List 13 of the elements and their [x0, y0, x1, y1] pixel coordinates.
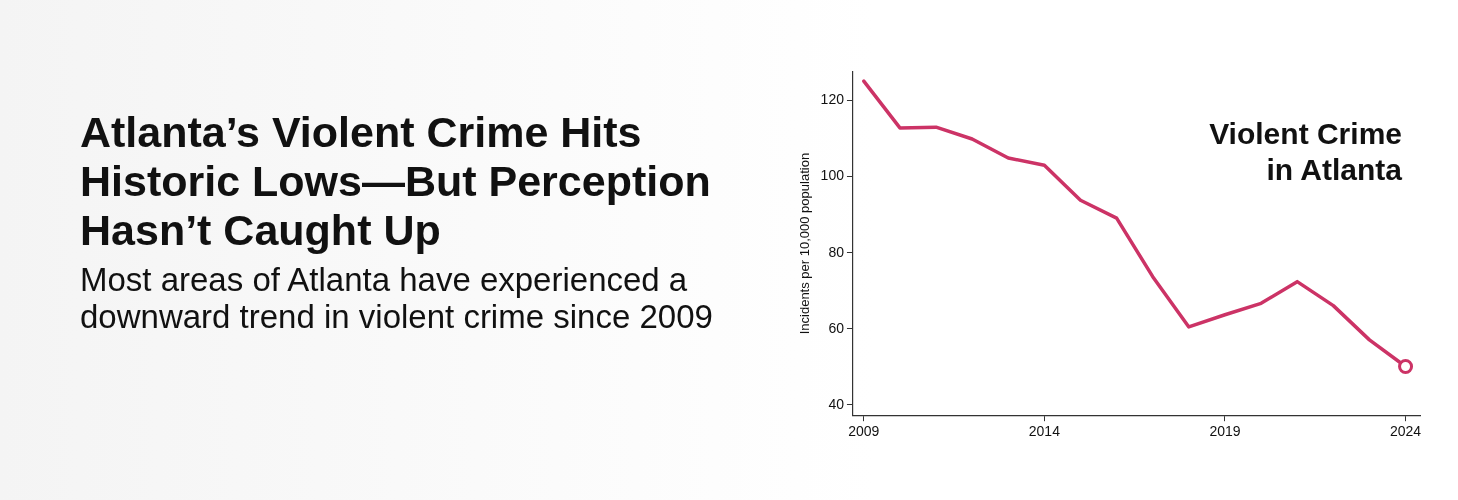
y-tick-label: 120: [820, 91, 845, 108]
text: Most areas of Atlanta have experienced a downward trend in violent crime since 2009: [80, 261, 714, 335]
x-tick-label: 2009: [848, 423, 880, 440]
y-tick-label: 60: [828, 319, 845, 336]
y-tick-label: 100: [820, 167, 845, 184]
y-axis-title: Incidents per 10,000 population: [797, 152, 813, 335]
text: Atlanta’s Violent Crime Hits Historic Lows—But Perception Hasn’t Caught Up: [80, 108, 712, 255]
y-tick-label: 80: [828, 243, 845, 260]
x-tick-label: 2014: [1028, 423, 1061, 440]
y-tick-label: 40: [828, 395, 845, 412]
x-tick-label: 2019: [1209, 423, 1241, 440]
annotation: Violent Crime in Atlanta: [1209, 117, 1403, 186]
x-tick-label: 2024: [1389, 423, 1422, 440]
